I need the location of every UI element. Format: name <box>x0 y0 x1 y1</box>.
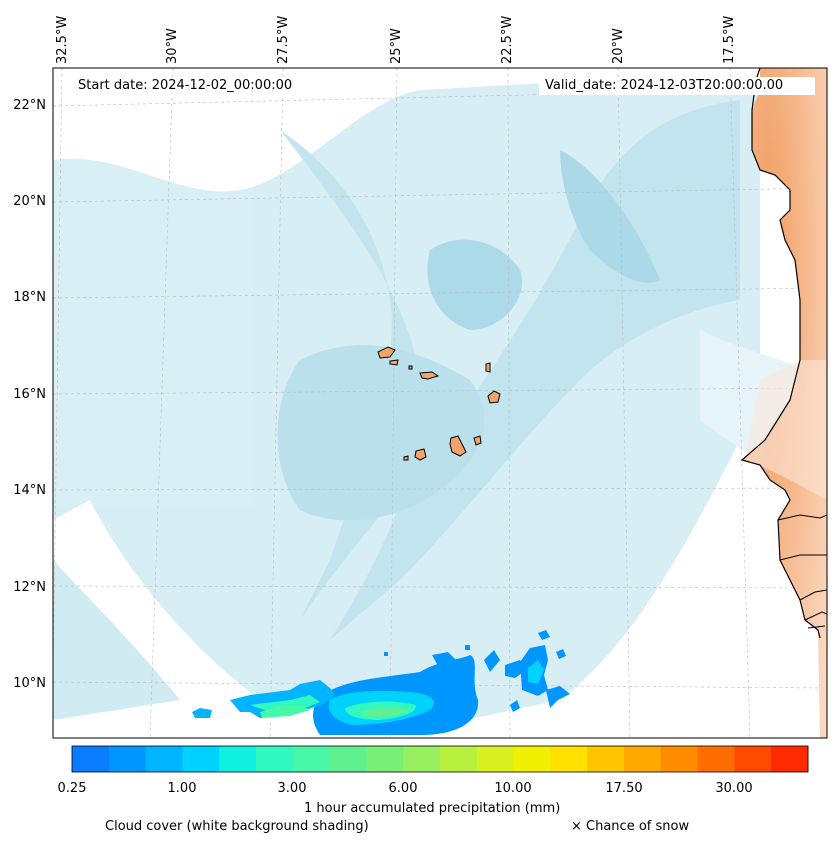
precipitation-colorbar <box>72 746 809 772</box>
island-fogo <box>414 448 427 461</box>
colorbar-segment <box>771 746 809 772</box>
lat-label: 12°N <box>13 580 46 595</box>
colorbar-segment <box>366 746 404 772</box>
colorbar-segment <box>624 746 662 772</box>
lat-label: 20°N <box>13 194 46 209</box>
colorbar-tick: 17.50 <box>605 781 643 796</box>
cloud-cover-caption: Cloud cover (white background shading) <box>105 819 369 834</box>
colorbar-segment <box>734 746 772 772</box>
island-sal <box>485 362 491 373</box>
lon-label: 32.5°W <box>55 15 70 64</box>
lon-label: 25°W <box>389 28 404 64</box>
colorbar-segment <box>550 746 588 772</box>
colorbar-segment <box>660 746 699 772</box>
lat-label: 14°N <box>13 483 46 498</box>
colorbar-tick: 6.00 <box>388 781 418 796</box>
colorbar-segment <box>697 746 735 772</box>
lat-label: 10°N <box>13 676 46 691</box>
colorbar-tick: 10.00 <box>494 781 532 796</box>
colorbar-segment <box>587 746 625 772</box>
lon-label: 20°W <box>611 28 626 64</box>
colorbar-tick: 0.25 <box>57 781 87 796</box>
lat-label: 16°N <box>13 387 46 402</box>
valid-date-label: Valid_date: 2024-12-03T20:00:00.00 <box>539 77 815 95</box>
island-sao-nicolau <box>419 371 440 380</box>
colorbar-segment <box>72 746 110 772</box>
island-santo-antao <box>377 346 396 359</box>
africa-coast <box>740 68 827 738</box>
colorbar-segment <box>329 746 367 772</box>
colorbar-segment <box>219 746 257 772</box>
colorbar-tick: 1.00 <box>167 781 197 796</box>
precipitation-field <box>192 630 570 735</box>
map-frame <box>52 67 828 739</box>
colorbar-segment <box>476 746 515 772</box>
lon-label: 17.5°W <box>722 15 737 64</box>
colorbar-label: 1 hour accumulated precipitation (mm) <box>304 801 561 816</box>
snow-caption: × Chance of snow <box>571 819 690 834</box>
start-date-label: Start date: 2024-12-02_00:00:00 <box>72 77 324 95</box>
cape-verde-islands <box>377 346 501 461</box>
island-sao-vicente <box>389 359 399 366</box>
lat-label: 18°N <box>13 290 46 305</box>
island-santa-luzia <box>408 365 413 370</box>
lon-label: 27.5°W <box>276 15 291 64</box>
lon-label: 30°W <box>165 28 180 64</box>
lat-label: 22°N <box>13 98 46 113</box>
colorbar-segment <box>145 746 183 772</box>
colorbar-segment <box>440 746 478 772</box>
colorbar-segment <box>403 746 441 772</box>
grid-lines <box>53 68 827 738</box>
island-brava <box>403 455 409 461</box>
island-maio <box>473 435 482 446</box>
colorbar-segment <box>292 746 331 772</box>
colorbar-tick: 3.00 <box>277 781 307 796</box>
colorbar-segment <box>513 746 551 772</box>
map-area <box>53 68 827 738</box>
colorbar-frame <box>71 745 809 773</box>
colorbar-segment <box>256 746 294 772</box>
island-santiago <box>449 435 467 457</box>
island-boa-vista <box>487 390 501 404</box>
colorbar-segment <box>108 746 147 772</box>
colorbar-tick: 30.00 <box>715 781 753 796</box>
lon-label: 22.5°W <box>500 15 515 64</box>
colorbar-segment <box>182 746 220 772</box>
